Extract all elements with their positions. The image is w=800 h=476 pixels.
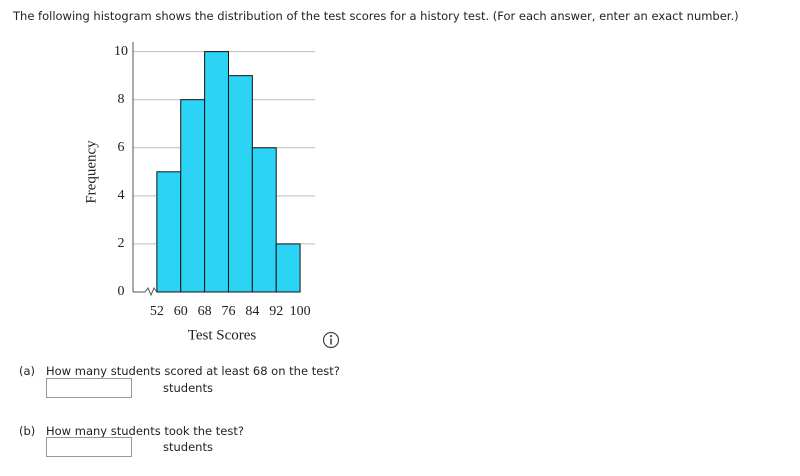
y-axis-label: Frequency xyxy=(83,140,99,204)
x-tick-label: 92 xyxy=(269,304,283,319)
bar xyxy=(275,243,301,293)
unit-label: students xyxy=(163,440,213,454)
x-tick-label: 84 xyxy=(245,304,259,319)
y-tick-label: 0 xyxy=(118,284,125,299)
y-tick-label: 2 xyxy=(118,236,125,251)
question-label: (b) xyxy=(19,424,36,438)
answer-input[interactable] xyxy=(46,437,132,457)
answer-input[interactable] xyxy=(46,378,132,398)
question-text: How many students scored at least 68 on … xyxy=(46,364,340,378)
prompt: The following histogram shows the distri… xyxy=(13,9,739,23)
question-text: How many students took the test? xyxy=(46,424,244,438)
bar xyxy=(156,171,182,293)
y-tick-label: 10 xyxy=(114,44,128,59)
question-label: (a) xyxy=(19,364,36,378)
axis-break xyxy=(133,286,158,297)
unit-label: students xyxy=(163,381,213,395)
y-tick-label: 8 xyxy=(118,92,125,107)
bar xyxy=(180,99,206,293)
y-tick-label: 6 xyxy=(118,140,125,155)
x-tick-label: 76 xyxy=(221,304,235,319)
y-tick-label: 4 xyxy=(118,188,125,203)
info-icon[interactable] xyxy=(322,331,340,349)
x-tick-label: 68 xyxy=(198,304,212,319)
x-tick-label: 52 xyxy=(150,304,164,319)
bar xyxy=(227,75,253,293)
x-tick-label: 100 xyxy=(290,304,311,319)
x-axis-label: Test Scores xyxy=(188,327,257,343)
x-tick-label: 60 xyxy=(174,304,188,319)
bar xyxy=(251,147,277,293)
bar xyxy=(204,51,229,293)
